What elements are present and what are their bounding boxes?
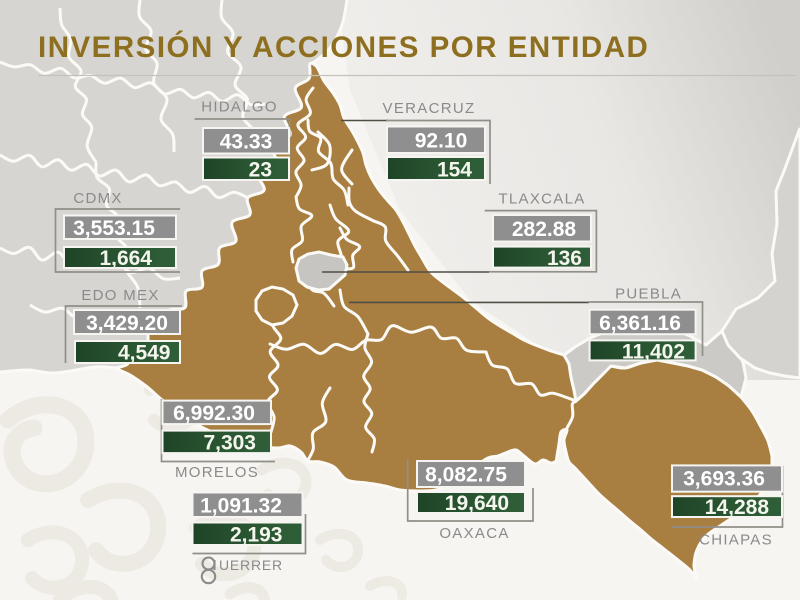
- svg-text:UERRER: UERRER: [219, 557, 283, 573]
- svg-text:INVERSIÓN Y ACCIONES POR ENTID: INVERSIÓN Y ACCIONES POR ENTIDAD: [38, 30, 649, 64]
- svg-text:136: 136: [547, 247, 582, 270]
- svg-text:6,361.16: 6,361.16: [599, 312, 681, 335]
- svg-text:EDO MEX: EDO MEX: [81, 287, 159, 304]
- svg-text:CHIAPAS: CHIAPAS: [699, 531, 773, 548]
- svg-text:154: 154: [437, 159, 472, 182]
- svg-text:1,091.32: 1,091.32: [200, 495, 282, 518]
- svg-text:VERACRUZ: VERACRUZ: [383, 100, 476, 117]
- svg-text:19,640: 19,640: [445, 492, 509, 515]
- svg-text:3,693.36: 3,693.36: [683, 468, 765, 491]
- svg-text:11,402: 11,402: [622, 341, 685, 364]
- svg-text:4,549: 4,549: [118, 342, 171, 365]
- svg-text:PUEBLA: PUEBLA: [615, 285, 682, 302]
- svg-text:2,193: 2,193: [230, 524, 283, 547]
- svg-text:14,288: 14,288: [705, 496, 770, 519]
- svg-text:OAXACA: OAXACA: [439, 525, 509, 542]
- svg-text:1,664: 1,664: [99, 247, 152, 270]
- svg-text:92.10: 92.10: [415, 130, 468, 153]
- svg-text:MORELOS: MORELOS: [175, 464, 259, 481]
- svg-text:43.33: 43.33: [220, 131, 273, 154]
- svg-text:7,303: 7,303: [203, 432, 256, 455]
- svg-text:8,082.75: 8,082.75: [425, 464, 507, 487]
- svg-text:CDMX: CDMX: [73, 190, 122, 207]
- svg-text:282.88: 282.88: [512, 218, 577, 241]
- svg-text:3,429.20: 3,429.20: [86, 312, 168, 335]
- svg-text:HIDALGO: HIDALGO: [201, 99, 278, 116]
- svg-text:6,992.30: 6,992.30: [173, 402, 255, 425]
- svg-text:TLAXCALA: TLAXCALA: [498, 191, 585, 208]
- svg-text:23: 23: [249, 159, 272, 182]
- svg-text:3,553.15: 3,553.15: [73, 217, 155, 240]
